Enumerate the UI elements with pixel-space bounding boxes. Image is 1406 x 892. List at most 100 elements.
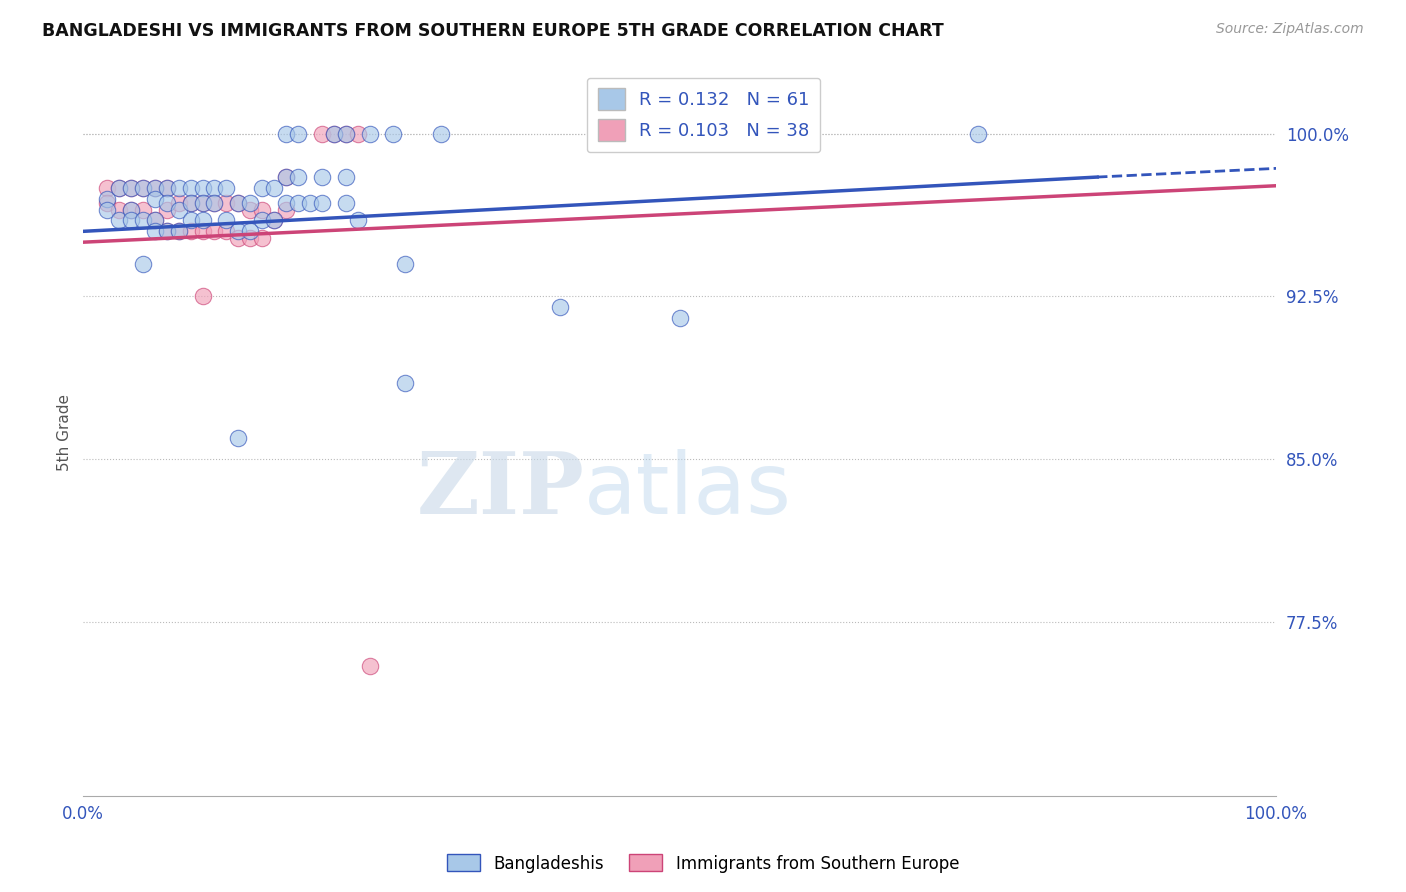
- Point: [382, 127, 405, 141]
- Point: [311, 170, 333, 185]
- Point: [298, 196, 321, 211]
- Point: [311, 127, 333, 141]
- Point: [228, 431, 250, 445]
- Point: [287, 170, 309, 185]
- Point: [191, 196, 214, 211]
- Point: [143, 192, 166, 206]
- Text: BANGLADESHI VS IMMIGRANTS FROM SOUTHERN EUROPE 5TH GRADE CORRELATION CHART: BANGLADESHI VS IMMIGRANTS FROM SOUTHERN …: [42, 22, 943, 40]
- Point: [96, 192, 118, 206]
- Point: [215, 196, 238, 211]
- Point: [156, 224, 179, 238]
- Point: [239, 231, 262, 245]
- Point: [215, 213, 238, 227]
- Point: [191, 181, 214, 195]
- Point: [250, 202, 273, 217]
- Text: ZIP: ZIP: [416, 449, 585, 533]
- Point: [167, 181, 190, 195]
- Point: [180, 196, 202, 211]
- Point: [167, 224, 190, 238]
- Point: [263, 213, 285, 227]
- Point: [120, 181, 142, 195]
- Point: [156, 202, 179, 217]
- Point: [204, 196, 226, 211]
- Point: [263, 213, 285, 227]
- Point: [108, 181, 131, 195]
- Point: [132, 181, 155, 195]
- Text: Source: ZipAtlas.com: Source: ZipAtlas.com: [1216, 22, 1364, 37]
- Point: [239, 224, 262, 238]
- Point: [228, 196, 250, 211]
- Point: [132, 257, 155, 271]
- Point: [191, 289, 214, 303]
- Legend: Bangladeshis, Immigrants from Southern Europe: Bangladeshis, Immigrants from Southern E…: [440, 847, 966, 880]
- Point: [239, 196, 262, 211]
- Point: [120, 202, 142, 217]
- Point: [346, 213, 368, 227]
- Point: [156, 181, 179, 195]
- Point: [108, 213, 131, 227]
- Point: [274, 202, 297, 217]
- Point: [120, 202, 142, 217]
- Point: [228, 231, 250, 245]
- Point: [394, 376, 416, 391]
- Point: [143, 181, 166, 195]
- Point: [668, 311, 690, 326]
- Point: [274, 196, 297, 211]
- Point: [108, 202, 131, 217]
- Point: [204, 181, 226, 195]
- Point: [335, 196, 357, 211]
- Point: [143, 181, 166, 195]
- Point: [263, 181, 285, 195]
- Point: [132, 202, 155, 217]
- Point: [191, 224, 214, 238]
- Point: [215, 224, 238, 238]
- Point: [180, 181, 202, 195]
- Point: [143, 213, 166, 227]
- Point: [359, 658, 381, 673]
- Point: [322, 127, 344, 141]
- Point: [250, 181, 273, 195]
- Point: [143, 213, 166, 227]
- Point: [96, 181, 118, 195]
- Point: [156, 181, 179, 195]
- Point: [143, 224, 166, 238]
- Point: [322, 127, 344, 141]
- Point: [167, 224, 190, 238]
- Text: atlas: atlas: [585, 449, 792, 532]
- Legend: R = 0.132   N = 61, R = 0.103   N = 38: R = 0.132 N = 61, R = 0.103 N = 38: [586, 78, 820, 153]
- Point: [180, 196, 202, 211]
- Point: [335, 127, 357, 141]
- Point: [204, 224, 226, 238]
- Point: [167, 202, 190, 217]
- Point: [228, 224, 250, 238]
- Point: [156, 224, 179, 238]
- Point: [274, 170, 297, 185]
- Point: [430, 127, 453, 141]
- Point: [96, 202, 118, 217]
- Point: [191, 213, 214, 227]
- Point: [335, 170, 357, 185]
- Point: [167, 196, 190, 211]
- Point: [274, 127, 297, 141]
- Point: [550, 301, 572, 315]
- Point: [204, 196, 226, 211]
- Point: [394, 257, 416, 271]
- Point: [156, 196, 179, 211]
- Point: [215, 181, 238, 195]
- Y-axis label: 5th Grade: 5th Grade: [58, 393, 72, 471]
- Point: [180, 213, 202, 227]
- Point: [274, 170, 297, 185]
- Point: [120, 181, 142, 195]
- Point: [967, 127, 990, 141]
- Point: [250, 213, 273, 227]
- Point: [132, 181, 155, 195]
- Point: [191, 196, 214, 211]
- Point: [250, 231, 273, 245]
- Point: [180, 224, 202, 238]
- Point: [335, 127, 357, 141]
- Point: [287, 127, 309, 141]
- Point: [108, 181, 131, 195]
- Point: [346, 127, 368, 141]
- Point: [239, 202, 262, 217]
- Point: [96, 196, 118, 211]
